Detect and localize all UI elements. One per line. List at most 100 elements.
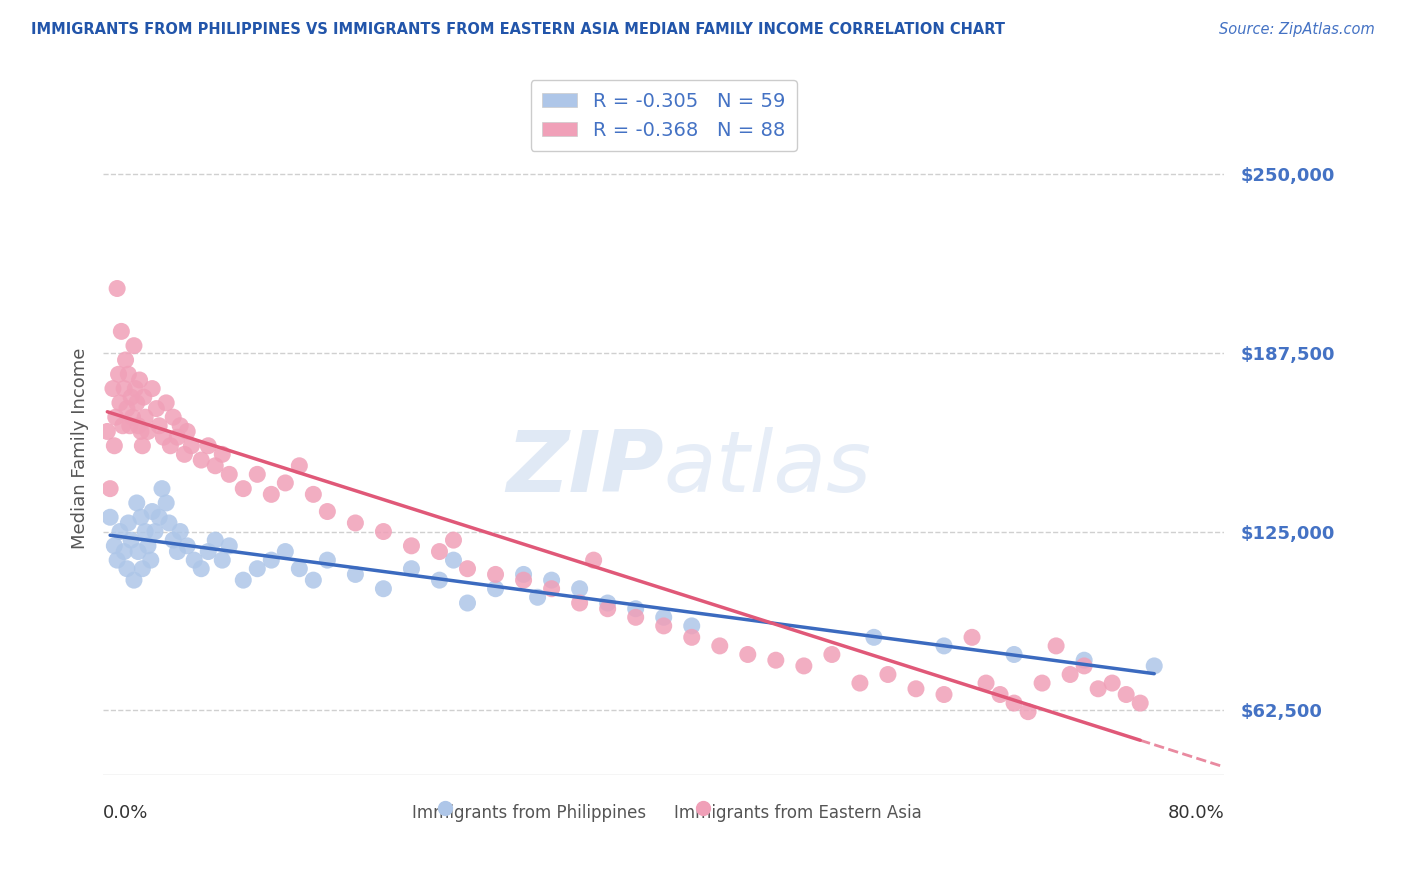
- Point: [568, 582, 591, 596]
- Point: [157, 516, 180, 530]
- Point: [166, 430, 188, 444]
- Point: [568, 596, 591, 610]
- Point: [1073, 653, 1095, 667]
- Point: [105, 281, 128, 295]
- Text: atlas: atlas: [664, 426, 872, 509]
- Point: [105, 553, 128, 567]
- Point: [125, 496, 148, 510]
- Point: [103, 539, 125, 553]
- Point: [932, 639, 955, 653]
- Point: [512, 567, 534, 582]
- Y-axis label: Median Family Income: Median Family Income: [72, 348, 89, 549]
- Point: [108, 396, 131, 410]
- Point: [143, 524, 166, 539]
- Point: [101, 382, 124, 396]
- Point: [988, 688, 1011, 702]
- Point: [288, 458, 311, 473]
- Point: [176, 425, 198, 439]
- Point: [260, 487, 283, 501]
- Point: [1002, 648, 1025, 662]
- Point: [129, 510, 152, 524]
- Point: [117, 368, 139, 382]
- Point: [121, 410, 143, 425]
- Point: [148, 418, 170, 433]
- Point: [526, 591, 548, 605]
- Point: [484, 567, 506, 582]
- Point: [98, 510, 121, 524]
- Point: [484, 582, 506, 596]
- Point: [169, 524, 191, 539]
- Point: [218, 539, 240, 553]
- Point: [96, 425, 118, 439]
- Point: [624, 601, 647, 615]
- Point: [344, 516, 367, 530]
- Point: [652, 610, 675, 624]
- Point: [429, 544, 451, 558]
- Point: [131, 439, 153, 453]
- Point: [190, 562, 212, 576]
- Point: [1031, 676, 1053, 690]
- Point: [624, 610, 647, 624]
- Point: [1002, 696, 1025, 710]
- Point: [169, 418, 191, 433]
- Point: [155, 496, 177, 510]
- Point: [183, 553, 205, 567]
- Point: [457, 596, 479, 610]
- Point: [246, 467, 269, 482]
- Text: ZIP: ZIP: [506, 426, 664, 509]
- Point: [107, 368, 129, 382]
- Point: [288, 562, 311, 576]
- Point: [596, 596, 619, 610]
- Point: [302, 487, 325, 501]
- Point: [134, 410, 156, 425]
- Point: [1017, 705, 1039, 719]
- Text: Immigrants from Eastern Asia: Immigrants from Eastern Asia: [675, 804, 922, 822]
- Point: [115, 562, 138, 576]
- Point: [932, 688, 955, 702]
- Point: [232, 482, 254, 496]
- Point: [112, 544, 135, 558]
- Text: 0.0%: 0.0%: [103, 804, 149, 822]
- Point: [1045, 639, 1067, 653]
- Point: [141, 382, 163, 396]
- Point: [316, 553, 339, 567]
- Point: [211, 447, 233, 461]
- Point: [709, 639, 731, 653]
- Point: [681, 630, 703, 644]
- Point: [176, 539, 198, 553]
- Point: [232, 573, 254, 587]
- Point: [136, 425, 159, 439]
- Point: [429, 573, 451, 587]
- Point: [128, 373, 150, 387]
- Point: [134, 524, 156, 539]
- Point: [112, 382, 135, 396]
- Text: IMMIGRANTS FROM PHILIPPINES VS IMMIGRANTS FROM EASTERN ASIA MEDIAN FAMILY INCOME: IMMIGRANTS FROM PHILIPPINES VS IMMIGRANT…: [31, 22, 1005, 37]
- Point: [1059, 667, 1081, 681]
- Point: [117, 516, 139, 530]
- Point: [111, 418, 134, 433]
- Point: [302, 573, 325, 587]
- Point: [162, 533, 184, 548]
- Point: [596, 601, 619, 615]
- Point: [114, 353, 136, 368]
- Point: [108, 524, 131, 539]
- Point: [122, 573, 145, 587]
- Point: [211, 553, 233, 567]
- Text: Source: ZipAtlas.com: Source: ZipAtlas.com: [1219, 22, 1375, 37]
- Point: [274, 544, 297, 558]
- Point: [246, 562, 269, 576]
- Point: [162, 410, 184, 425]
- Point: [131, 562, 153, 576]
- Point: [166, 544, 188, 558]
- Point: [145, 401, 167, 416]
- Point: [443, 553, 465, 567]
- Point: [443, 533, 465, 548]
- Point: [103, 439, 125, 453]
- Point: [120, 390, 142, 404]
- Point: [122, 339, 145, 353]
- Point: [344, 567, 367, 582]
- Point: [197, 439, 219, 453]
- Point: [457, 562, 479, 576]
- Point: [204, 458, 226, 473]
- Point: [150, 482, 173, 496]
